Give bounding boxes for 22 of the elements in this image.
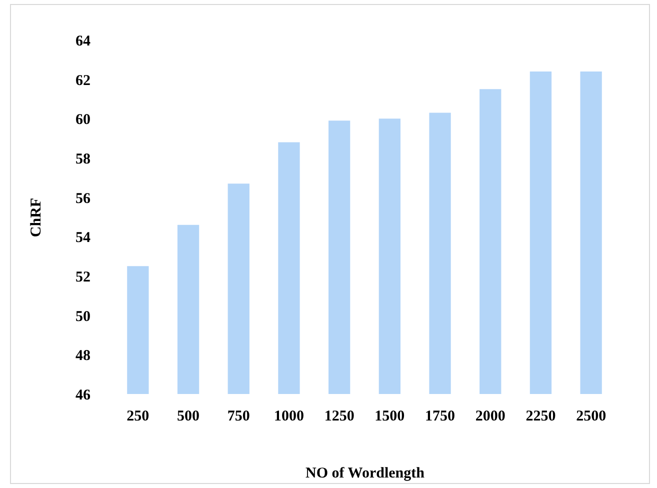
y-tick-label: 62 — [76, 72, 90, 89]
y-tick-label: 50 — [76, 308, 90, 325]
x-axis-title: NO of Wordlength — [306, 466, 426, 482]
x-tick-label: 500 — [177, 408, 200, 424]
x-tick-label: 1750 — [425, 408, 456, 424]
x-tick-label: 2000 — [475, 408, 506, 424]
y-tick-label: 58 — [76, 152, 90, 168]
y-tick-label: 48 — [76, 348, 90, 364]
y-tick-label: 56 — [76, 190, 91, 207]
y-tick-label: 52 — [76, 270, 90, 286]
x-tick-label: 250 — [126, 408, 150, 424]
y-axis-title: ChRF — [28, 198, 44, 238]
y-tick-label: 54 — [76, 230, 91, 246]
y-tick-label: 64 — [76, 34, 91, 50]
x-tick-label: 2250 — [526, 408, 556, 424]
x-tick-label: 750 — [227, 408, 250, 424]
x-tick-label: 2500 — [576, 408, 606, 424]
y-tick-label: 46 — [76, 388, 91, 404]
x-tick-label: 1250 — [324, 408, 354, 424]
y-tick-label: 60 — [76, 112, 90, 128]
x-tick-label: 1000 — [274, 408, 304, 424]
x-tick-label: 1500 — [374, 408, 405, 424]
